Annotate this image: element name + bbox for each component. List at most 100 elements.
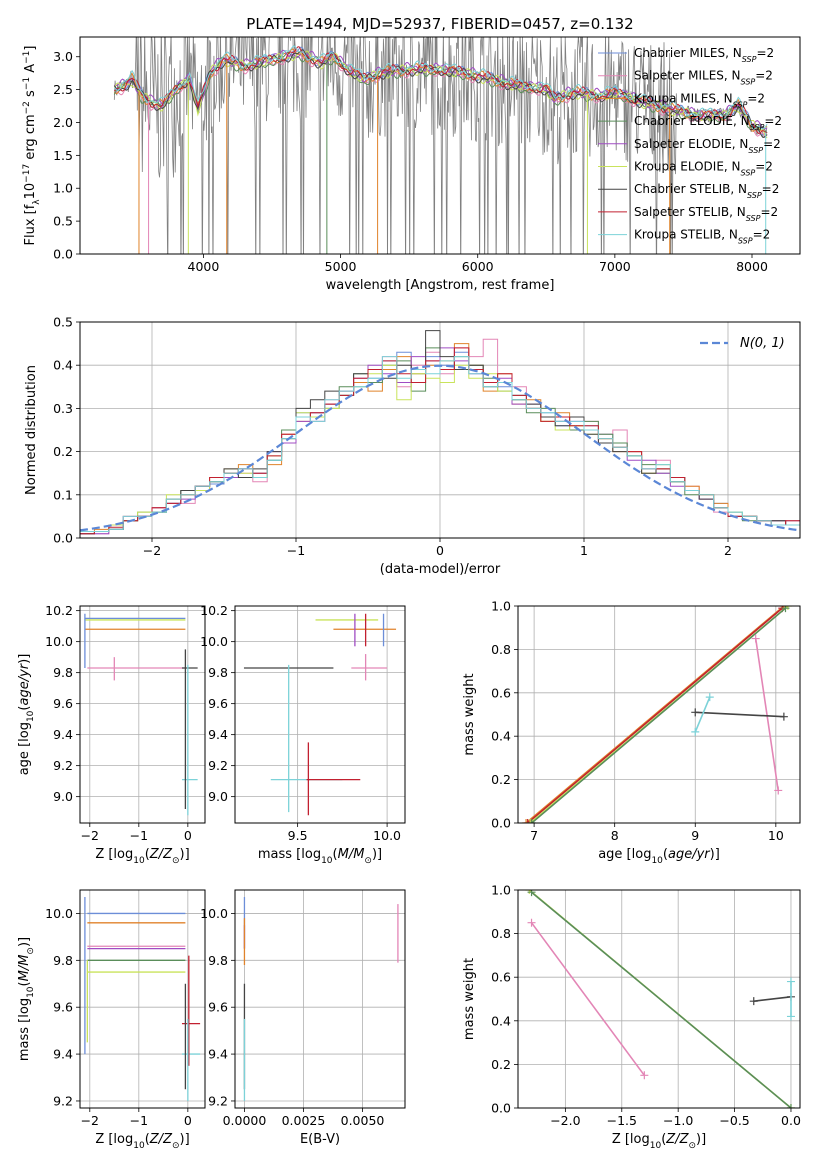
x-tick-label: 8: [611, 828, 619, 843]
label-part: λ: [32, 199, 42, 205]
label-part: (: [661, 1132, 666, 1147]
x-tick-label: −1: [130, 828, 148, 843]
x-tick-label: 0: [184, 1113, 192, 1128]
legend-sub: SSP: [748, 145, 763, 154]
data-point: [774, 786, 783, 795]
y-tick-label: 10.0: [45, 634, 73, 649]
x-tick-label: −2: [143, 543, 161, 558]
plot-area-weight_vs_Z: [518, 890, 800, 1108]
figure-title: PLATE=1494, MJD=52937, FIBERID=0457, z=0…: [246, 15, 633, 33]
legend-entry: Chabrier MILES, NSSP=2: [634, 46, 774, 64]
y-tick-label: 9.2: [53, 758, 73, 773]
y-tick-label: 0.2: [491, 772, 511, 787]
axes-frame: [517, 605, 801, 824]
weight-line-3: [531, 607, 787, 823]
label-part: −1: [22, 51, 32, 64]
model-line-5: [113, 50, 768, 139]
label-part: Z/Z: [665, 1132, 689, 1147]
legend-sub: SSP: [746, 213, 761, 222]
y-tick-label: 0.5: [53, 315, 73, 330]
label-part: (: [663, 847, 668, 862]
label-part: )]: [696, 1132, 706, 1147]
y-tick-label: 0.0: [491, 1101, 511, 1116]
x-tick-label: 0.0000: [223, 1113, 267, 1128]
axes-frame: [79, 889, 206, 1109]
x-tick-label: 7000: [599, 259, 631, 274]
axes-frame: [234, 889, 406, 1109]
y-tick-label: 0.5: [53, 214, 73, 229]
legend-text: Salpeter ELODIE, N: [634, 137, 748, 151]
label-part: Z/Z: [149, 847, 173, 862]
panel-age_vs_Z: −2 −1 09.09.29.49.69.810.010.2Z [log10(Z/Z…: [17, 603, 206, 866]
y-tick-label: 2.5: [53, 82, 73, 97]
label-part: age [log: [17, 722, 32, 775]
data-point: [786, 1104, 795, 1108]
y-tick-label: 3.0: [53, 49, 73, 64]
legend-sub: SSP: [747, 191, 762, 200]
data-point: [786, 977, 795, 986]
legend-text: Kroupa MILES, N: [634, 91, 733, 105]
label-part: (: [17, 706, 32, 711]
axes-frame: [234, 605, 406, 824]
panel-mass_vs_ebv: 0.0000 0.0025 0.0050 9.2 9.4 9.6 9.8 10.0 E(B-V): [200, 889, 406, 1147]
y-tick-label: 0.0: [53, 531, 73, 546]
x-tick-label: 9.5: [288, 828, 308, 843]
x-tick-label: −2: [81, 828, 99, 843]
plot-area-weight_vs_age: [518, 606, 800, 823]
y-tick-label: 0.8: [491, 926, 511, 941]
data-point: [523, 819, 532, 823]
data-point: [749, 997, 758, 1006]
legend-text: Salpeter MILES, N: [634, 69, 741, 83]
y-tick-label: 0.3: [53, 401, 73, 416]
y-axis-label: Normed distribution: [24, 365, 39, 495]
label-part: A: [23, 64, 38, 77]
legend-text: Chabrier STELIB, N: [634, 182, 747, 196]
legend-entry: Salpeter MILES, NSSP=2: [634, 69, 773, 87]
label-part: mass [log: [258, 847, 321, 862]
axes-frame: [517, 889, 801, 1109]
y-tick-label: 9.4: [53, 1047, 73, 1062]
label-part: 10: [23, 183, 38, 200]
data-point: [786, 1012, 795, 1021]
legend-text: Salpeter STELIB, N: [634, 205, 746, 219]
label-part: )]: [17, 654, 32, 664]
x-tick-label: 10.0: [373, 828, 401, 843]
legend-text: =2: [762, 182, 780, 196]
x-tick-label: −2.0: [550, 1113, 580, 1128]
plot-area-age_vs_mass: [235, 606, 405, 823]
y-tick-label: 9.8: [53, 665, 73, 680]
y-tick-label: 0.4: [53, 358, 73, 373]
label-part: (: [145, 847, 150, 862]
label-part: M/M: [17, 955, 32, 982]
axes-frame: [79, 605, 206, 824]
label-part: Z [log: [95, 1132, 133, 1147]
label-part: age [log: [598, 847, 651, 862]
y-tick-label: 9.8: [208, 953, 228, 968]
legend-text: Kroupa ELODIE, N: [634, 160, 741, 174]
label-part: ⊙: [364, 856, 372, 866]
x-axis-label: E(B-V): [300, 1132, 340, 1147]
legend-text: =2: [756, 46, 774, 60]
y-tick-label: 1.0: [491, 599, 511, 614]
label-part: (: [333, 847, 338, 862]
plot-area-residuals: [80, 322, 800, 538]
weight-line-3: [530, 891, 792, 1108]
y-tick-label: 9.0: [208, 789, 228, 804]
y-tick-label: 0.4: [491, 729, 511, 744]
legend-entry: Chabrier STELIB, NSSP=2: [634, 182, 779, 200]
y-tick-label: 2.0: [53, 115, 73, 130]
legend-sub: SSP: [738, 236, 753, 245]
y-tick-label: 9.6: [208, 696, 228, 711]
label-part: 10: [133, 1141, 145, 1151]
x-tick-label: 0.0025: [282, 1113, 326, 1128]
plot-area-age_vs_Z: [80, 606, 205, 823]
y-tick-label: 9.4: [53, 727, 73, 742]
legend-entry: N(0, 1): [740, 336, 785, 351]
x-axis-label: (data-model)/error: [380, 562, 501, 577]
y-tick-label: 10.2: [200, 603, 228, 618]
weight-line-7: [527, 607, 783, 823]
x-tick-label: 9: [691, 828, 699, 843]
label-part: ]: [23, 46, 38, 51]
label-part: erg cm: [23, 114, 38, 163]
